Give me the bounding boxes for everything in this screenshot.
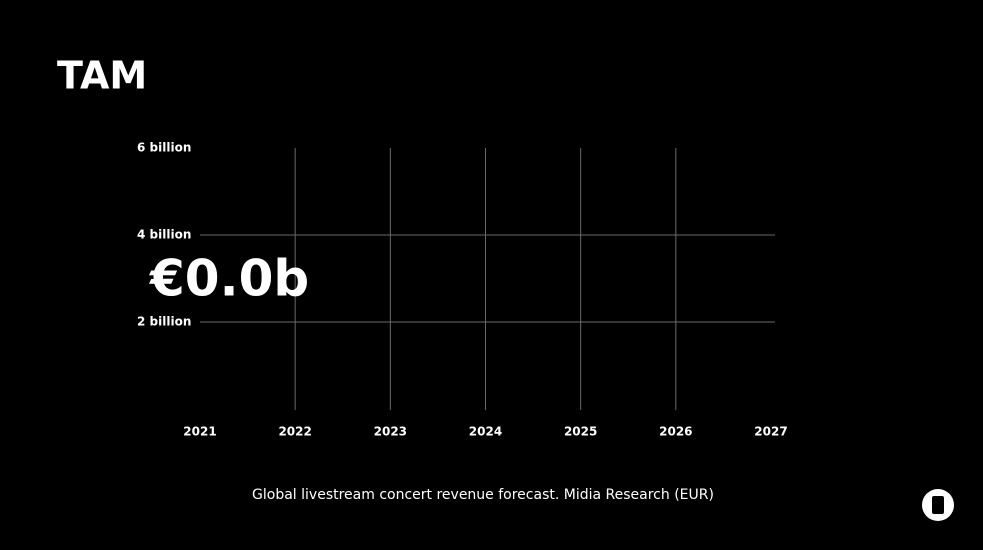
x-tick-label: 2022 [278, 425, 311, 439]
x-tick-label: 2025 [564, 425, 597, 439]
logo-mark [932, 496, 944, 514]
x-tick-label: 2023 [374, 425, 407, 439]
logo [922, 489, 954, 521]
caption: Global livestream concert revenue foreca… [252, 487, 714, 503]
y-tick-label: 6 billion [137, 141, 191, 155]
x-tick-label: 2021 [183, 425, 216, 439]
y-tick-label: 2 billion [137, 315, 191, 329]
x-tick-label: 2027 [754, 425, 787, 439]
annotation: €0.0b [149, 250, 309, 308]
x-tick-label: 2024 [469, 425, 502, 439]
x-tick-label: 2026 [659, 425, 692, 439]
y-tick-label: 4 billion [137, 228, 191, 242]
slide-title: TAM [57, 54, 147, 98]
